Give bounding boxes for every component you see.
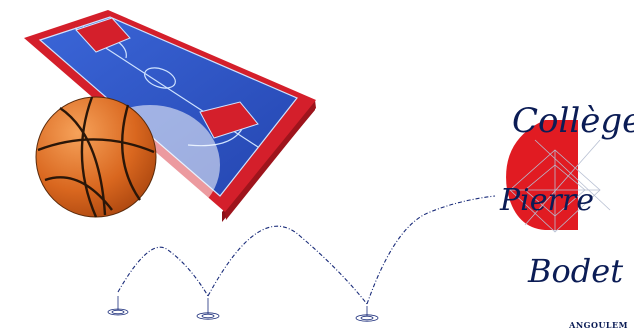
- school-logo: Collège Pierre Bodet: [499, 101, 634, 290]
- logo-red-shape: [506, 120, 578, 230]
- court-key-top: [75, 17, 131, 53]
- ball-seams: [37, 96, 155, 218]
- bounce-markers: [107, 296, 379, 322]
- bounce-trajectory: [117, 195, 496, 305]
- logo-line3: Bodet: [527, 252, 623, 290]
- logo-line2: Pierre: [499, 183, 594, 218]
- court-key-bottom: [199, 101, 259, 139]
- logo-line1: Collège: [512, 101, 634, 141]
- logo-footer-city: ANGOULEM: [569, 320, 628, 330]
- basketball: [35, 96, 157, 218]
- logo-geometric-pattern: [509, 139, 611, 233]
- court-surface: [40, 17, 297, 196]
